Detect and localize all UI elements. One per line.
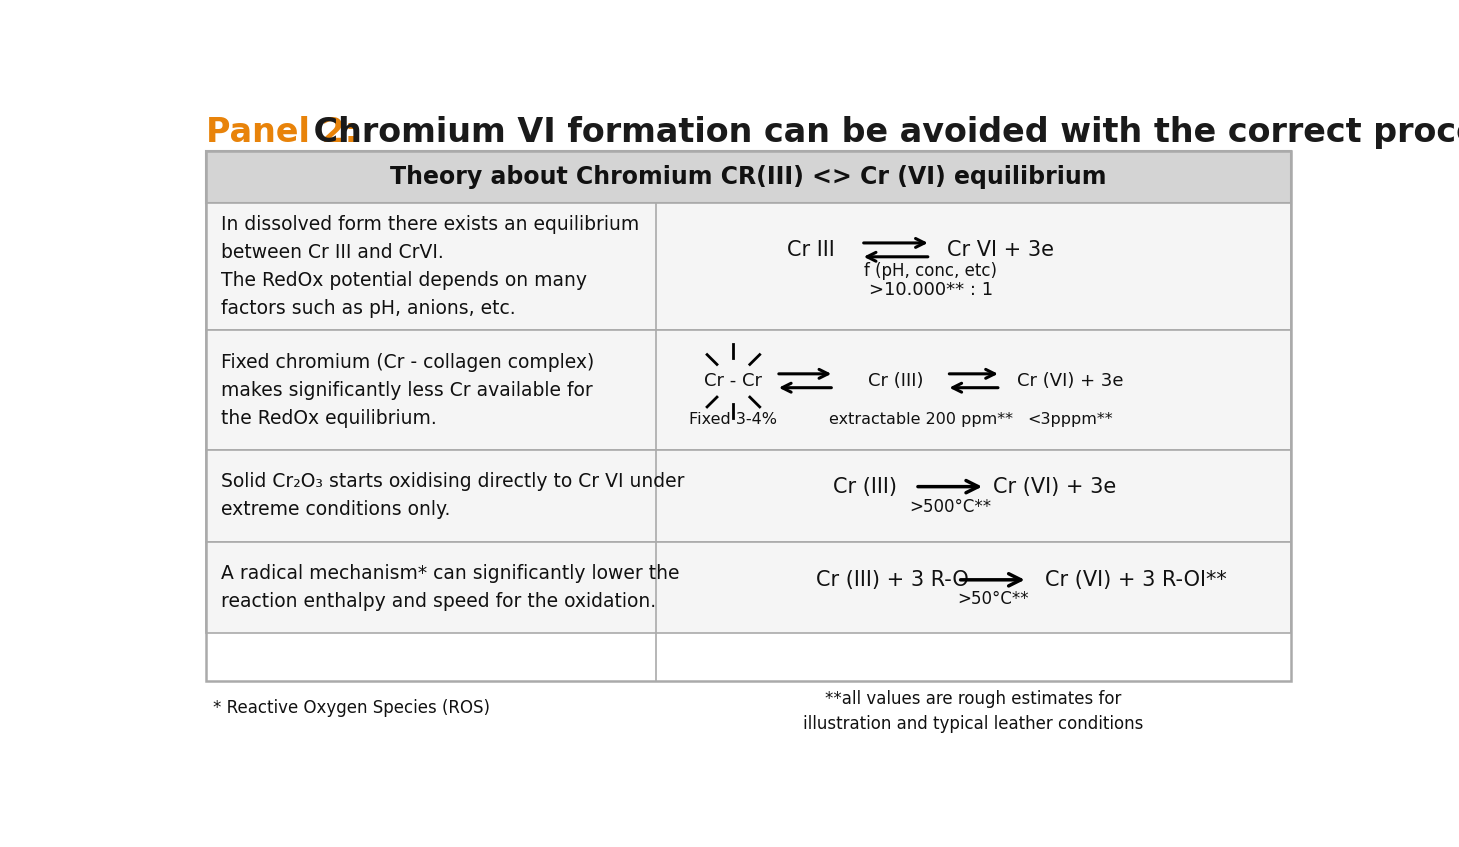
Text: extractable 200 ppm**: extractable 200 ppm** xyxy=(829,412,1014,427)
Text: Fixed 3-4%: Fixed 3-4% xyxy=(690,412,778,427)
Text: Panel 2:: Panel 2: xyxy=(206,116,357,149)
Text: In dissolved form there exists an equilibrium
between Cr III and CrVI.
The RedOx: In dissolved form there exists an equili… xyxy=(222,215,639,318)
Text: >10.000** : 1: >10.000** : 1 xyxy=(868,281,992,299)
Text: Theory about Chromium CR(III) <> Cr (VI) equilibrium: Theory about Chromium CR(III) <> Cr (VI)… xyxy=(390,165,1106,189)
Text: <3pppm**: <3pppm** xyxy=(1027,412,1113,427)
Text: f (pH, conc, etc): f (pH, conc, etc) xyxy=(864,262,996,280)
Text: Cr - Cr: Cr - Cr xyxy=(705,372,763,390)
Text: Cr (VI) + 3e: Cr (VI) + 3e xyxy=(1017,372,1123,390)
Text: Cr (III): Cr (III) xyxy=(833,477,897,496)
Text: Solid Cr₂O₃ starts oxidising directly to Cr VI under
extreme conditions only.: Solid Cr₂O₃ starts oxidising directly to… xyxy=(222,473,684,519)
Polygon shape xyxy=(206,203,1291,330)
Text: **all values are rough estimates for
illustration and typical leather conditions: **all values are rough estimates for ill… xyxy=(802,690,1144,733)
Text: * Reactive Oxygen Species (ROS): * Reactive Oxygen Species (ROS) xyxy=(213,699,490,717)
Polygon shape xyxy=(206,450,1291,542)
Polygon shape xyxy=(206,542,1291,633)
Polygon shape xyxy=(206,330,1291,450)
Text: A radical mechanism* can significantly lower the
reaction enthalpy and speed for: A radical mechanism* can significantly l… xyxy=(222,564,680,611)
Text: Cr (III): Cr (III) xyxy=(868,372,924,390)
Text: >50°C**: >50°C** xyxy=(957,590,1029,608)
Text: Cr VI + 3e: Cr VI + 3e xyxy=(947,240,1053,260)
Text: Fixed chromium (Cr - collagen complex)
makes significantly less Cr available for: Fixed chromium (Cr - collagen complex) m… xyxy=(222,352,594,428)
Text: >500°C**: >500°C** xyxy=(909,498,991,517)
Text: Cr (III) + 3 R-O: Cr (III) + 3 R-O xyxy=(816,570,969,590)
Text: Cr (VI) + 3 R-OI**: Cr (VI) + 3 R-OI** xyxy=(1045,570,1227,590)
Polygon shape xyxy=(206,151,1291,203)
Text: Cr (VI) + 3e: Cr (VI) + 3e xyxy=(994,477,1116,496)
Text: Chromium VI formation can be avoided with the correct process conditions: Chromium VI formation can be avoided wit… xyxy=(302,116,1459,149)
Text: Cr III: Cr III xyxy=(786,240,835,260)
